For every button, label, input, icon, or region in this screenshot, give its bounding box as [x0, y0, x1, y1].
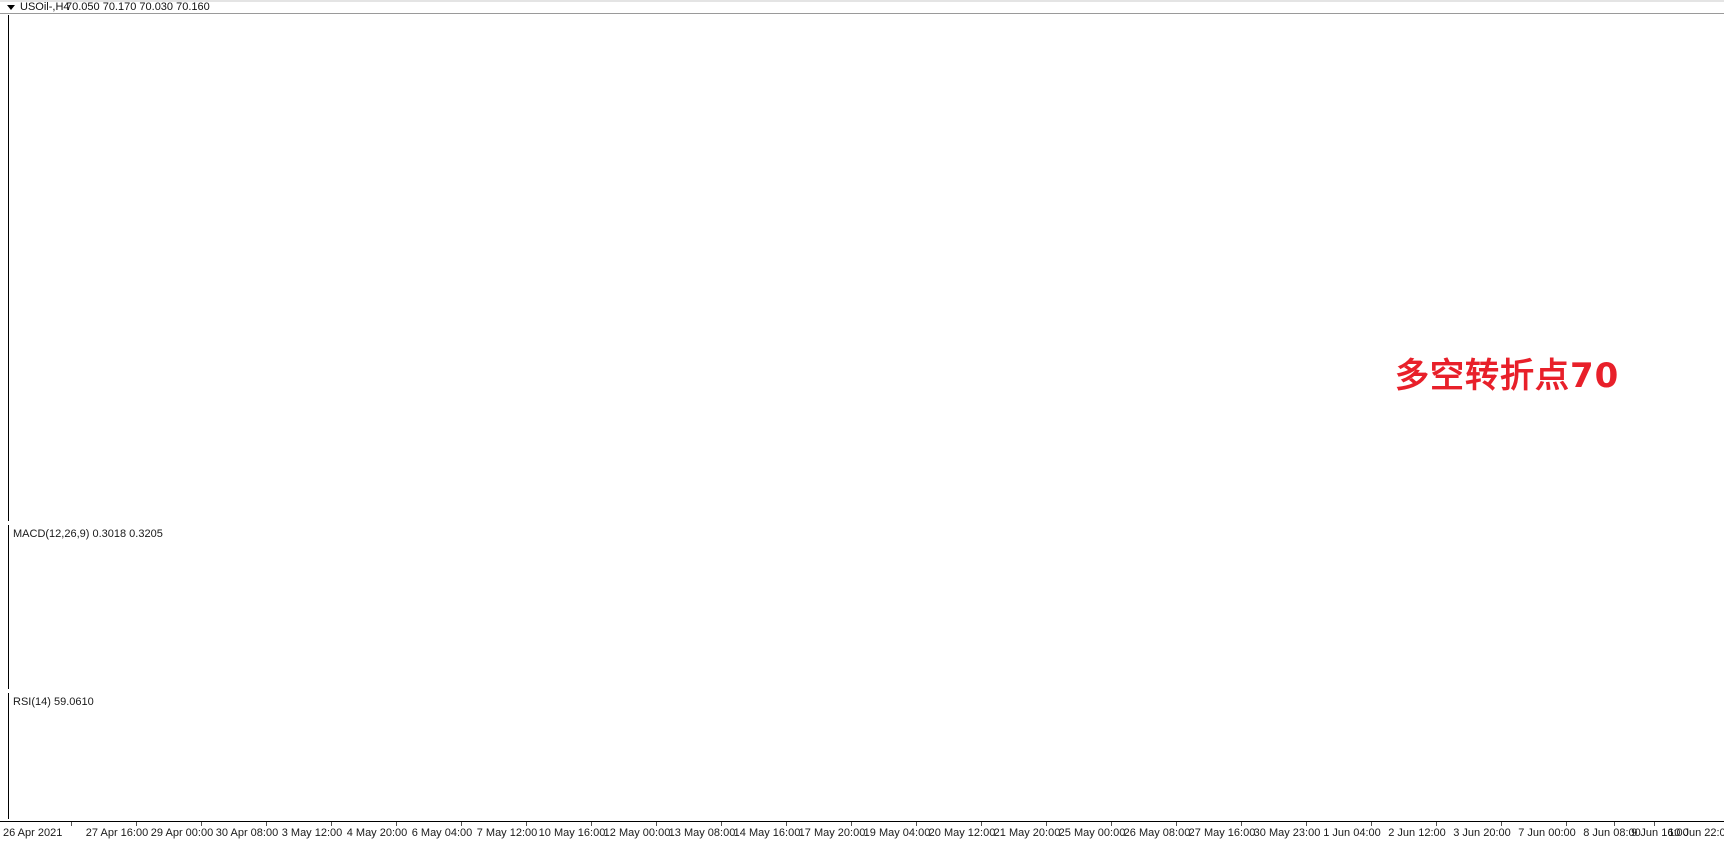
triangle-down-icon[interactable] [7, 5, 15, 10]
time-axis-label: 10 May 16:00 [538, 827, 606, 839]
time-axis-label: 4 May 20:00 [346, 827, 408, 839]
time-axis-label: 29 Apr 00:00 [150, 827, 214, 839]
time-axis-tick-mark [1566, 822, 1567, 826]
window-top-edge [0, 0, 1724, 2]
time-axis-label: 7 Jun 00:00 [1518, 827, 1576, 839]
time-axis-tick-mark [786, 822, 787, 826]
time-axis-label: 1 Jun 04:00 [1323, 827, 1381, 839]
time-axis-label: 3 Jun 20:00 [1453, 827, 1511, 839]
time-axis-tick-mark [1241, 822, 1242, 826]
time-axis-label: 6 May 04:00 [411, 827, 473, 839]
time-axis-label: 21 May 20:00 [993, 827, 1061, 839]
time-axis-tick-mark [1176, 822, 1177, 826]
topbar-divider [0, 13, 1724, 14]
time-axis-tick-mark [1436, 822, 1437, 826]
chart-annotation: 多空转折点70 [1395, 356, 1620, 396]
time-axis-label: 27 May 16:00 [1188, 827, 1256, 839]
time-axis-tick-mark [1501, 822, 1502, 826]
symbol-label: USOil-,H4 [20, 1, 70, 13]
time-axis-label: 30 Apr 08:00 [215, 827, 279, 839]
time-axis-label: 26 May 08:00 [1123, 827, 1191, 839]
time-axis-label: 12 May 00:00 [603, 827, 671, 839]
time-axis-tick-mark [981, 822, 982, 826]
time-axis-label: 20 May 12:00 [928, 827, 996, 839]
time-axis-label: 17 May 20:00 [798, 827, 866, 839]
time-axis-tick-mark [1306, 822, 1307, 826]
time-axis-tick-mark [656, 822, 657, 826]
rsi-title: RSI(14) 59.0610 [13, 696, 94, 708]
time-axis-tick-mark [266, 822, 267, 826]
chart-info-bar: USOil-,H4 70.050 70.170 70.030 70.160 [0, 0, 1724, 14]
time-axis-label: 10 Jun 22:00 [1668, 827, 1724, 839]
macd-title: MACD(12,26,9) 0.3018 0.3205 [13, 528, 163, 540]
time-axis-tick-mark [1614, 822, 1615, 826]
time-axis-tick-mark [721, 822, 722, 826]
time-axis-tick-mark [396, 822, 397, 826]
time-axis-label: 7 May 12:00 [476, 827, 538, 839]
time-axis-label: 30 May 23:00 [1253, 827, 1321, 839]
time-axis-tick-mark [71, 822, 72, 826]
time-axis-tick-mark [136, 822, 137, 826]
time-axis-label: 9 Jun 16:00 [1631, 827, 1689, 839]
time-axis-tick-mark [591, 822, 592, 826]
time-axis-tick-mark [1371, 822, 1372, 826]
time-axis-label: 13 May 08:00 [668, 827, 736, 839]
time-axis-label: 26 Apr 2021 [3, 827, 63, 839]
time-axis-tick-mark [851, 822, 852, 826]
time-axis-label: 25 May 00:00 [1058, 827, 1126, 839]
time-axis-tick-mark [526, 822, 527, 826]
time-axis-label: 2 Jun 12:00 [1388, 827, 1446, 839]
time-axis-tick-mark [331, 822, 332, 826]
time-axis-label: 19 May 04:00 [863, 827, 931, 839]
time-axis-tick-mark [461, 822, 462, 826]
time-axis-label: 14 May 16:00 [733, 827, 801, 839]
rsi-axis-left-rule [8, 693, 9, 819]
time-axis-tick-mark [916, 822, 917, 826]
time-axis-tick-mark [1654, 822, 1655, 826]
time-axis-tick-mark [1111, 822, 1112, 826]
time-axis-label: 27 Apr 16:00 [85, 827, 149, 839]
macd-axis-left-rule [8, 525, 9, 689]
time-axis-tick-mark [201, 822, 202, 826]
time-axis-label: 3 May 12:00 [281, 827, 343, 839]
ohlc-values: 70.050 70.170 70.030 70.160 [66, 1, 210, 13]
time-axis-tick-mark [1046, 822, 1047, 826]
time-axis-label: 8 Jun 08:00 [1583, 827, 1641, 839]
price-axis-left-rule [8, 15, 9, 521]
time-axis[interactable]: 26 Apr 2021 27 Apr 16:00 29 Apr 00:00 30 Ap… [0, 821, 1724, 843]
